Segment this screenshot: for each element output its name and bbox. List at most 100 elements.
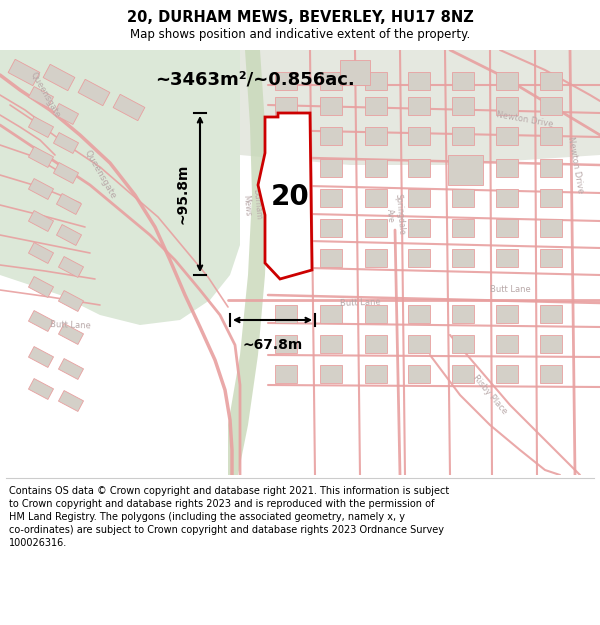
Bar	[113, 94, 145, 121]
Bar	[365, 249, 387, 267]
Bar	[320, 365, 342, 383]
Bar	[540, 159, 562, 177]
Bar	[275, 189, 297, 207]
Bar	[320, 127, 342, 145]
Text: Map shows position and indicative extent of the property.: Map shows position and indicative extent…	[130, 28, 470, 41]
Text: Newton Drive: Newton Drive	[566, 136, 584, 194]
Bar	[28, 211, 53, 231]
Bar	[320, 72, 342, 90]
Bar	[58, 391, 83, 411]
Bar	[53, 132, 79, 154]
Bar	[28, 242, 53, 264]
Bar	[56, 194, 82, 214]
Bar	[496, 72, 518, 90]
Bar	[452, 249, 474, 267]
Bar	[365, 219, 387, 237]
Bar	[275, 249, 297, 267]
Bar	[452, 97, 474, 115]
Text: Queensgate: Queensgate	[82, 149, 118, 201]
Bar	[320, 219, 342, 237]
Bar	[275, 127, 297, 145]
Bar	[275, 365, 297, 383]
Bar	[496, 305, 518, 323]
Bar	[408, 335, 430, 353]
Bar	[365, 97, 387, 115]
Bar	[408, 97, 430, 115]
Bar	[408, 189, 430, 207]
Bar	[275, 72, 297, 90]
Polygon shape	[0, 50, 240, 325]
Bar	[275, 159, 297, 177]
Bar	[540, 219, 562, 237]
Bar	[53, 162, 79, 184]
Text: ~3463m²/~0.856ac.: ~3463m²/~0.856ac.	[155, 71, 355, 89]
Bar	[320, 189, 342, 207]
Polygon shape	[240, 50, 600, 165]
Text: Durham
Mews: Durham Mews	[241, 189, 263, 221]
Bar	[408, 249, 430, 267]
Bar	[452, 189, 474, 207]
Bar	[58, 256, 83, 278]
Bar	[365, 189, 387, 207]
Bar	[365, 335, 387, 353]
Text: Contains OS data © Crown copyright and database right 2021. This information is : Contains OS data © Crown copyright and d…	[9, 486, 449, 548]
Bar	[275, 97, 297, 115]
Bar	[496, 97, 518, 115]
Bar	[275, 335, 297, 353]
Bar	[53, 104, 79, 124]
Bar	[320, 305, 342, 323]
Bar	[540, 189, 562, 207]
Text: Newton Drive: Newton Drive	[496, 111, 554, 129]
Bar	[28, 116, 53, 138]
Bar	[365, 305, 387, 323]
Text: Springdale
Ave: Springdale Ave	[383, 194, 406, 236]
Bar	[365, 72, 387, 90]
Bar	[365, 365, 387, 383]
Bar	[496, 219, 518, 237]
Bar	[320, 249, 342, 267]
Bar	[320, 335, 342, 353]
Text: 20, DURHAM MEWS, BEVERLEY, HU17 8NZ: 20, DURHAM MEWS, BEVERLEY, HU17 8NZ	[127, 10, 473, 25]
Bar	[28, 86, 53, 108]
Text: 20: 20	[271, 183, 310, 211]
Bar	[365, 127, 387, 145]
Bar	[320, 159, 342, 177]
Bar	[540, 127, 562, 145]
Text: Butt Lane: Butt Lane	[490, 286, 530, 294]
Polygon shape	[228, 50, 268, 475]
Bar	[408, 219, 430, 237]
Text: Butt Lane: Butt Lane	[49, 320, 91, 330]
Bar	[58, 291, 83, 311]
Bar	[28, 379, 53, 399]
Bar	[540, 72, 562, 90]
Bar	[540, 97, 562, 115]
Bar	[28, 311, 53, 331]
Bar	[452, 127, 474, 145]
Bar	[28, 346, 53, 368]
Bar	[540, 335, 562, 353]
Text: Queensgate: Queensgate	[28, 71, 62, 119]
Bar	[540, 249, 562, 267]
Bar	[540, 305, 562, 323]
Bar	[28, 146, 53, 168]
Bar	[408, 72, 430, 90]
Bar	[340, 60, 370, 85]
Bar	[408, 127, 430, 145]
Bar	[408, 159, 430, 177]
Bar	[365, 159, 387, 177]
Bar	[452, 305, 474, 323]
Bar	[275, 219, 297, 237]
Bar	[448, 155, 483, 185]
Bar	[58, 324, 83, 344]
Bar	[496, 189, 518, 207]
Bar	[496, 335, 518, 353]
Bar	[275, 305, 297, 323]
Bar	[496, 365, 518, 383]
Text: Risby Place: Risby Place	[471, 374, 509, 416]
Bar	[408, 365, 430, 383]
Bar	[452, 72, 474, 90]
Bar	[540, 365, 562, 383]
Polygon shape	[258, 113, 312, 279]
Bar	[58, 359, 83, 379]
Text: Butt Lane: Butt Lane	[340, 298, 380, 308]
